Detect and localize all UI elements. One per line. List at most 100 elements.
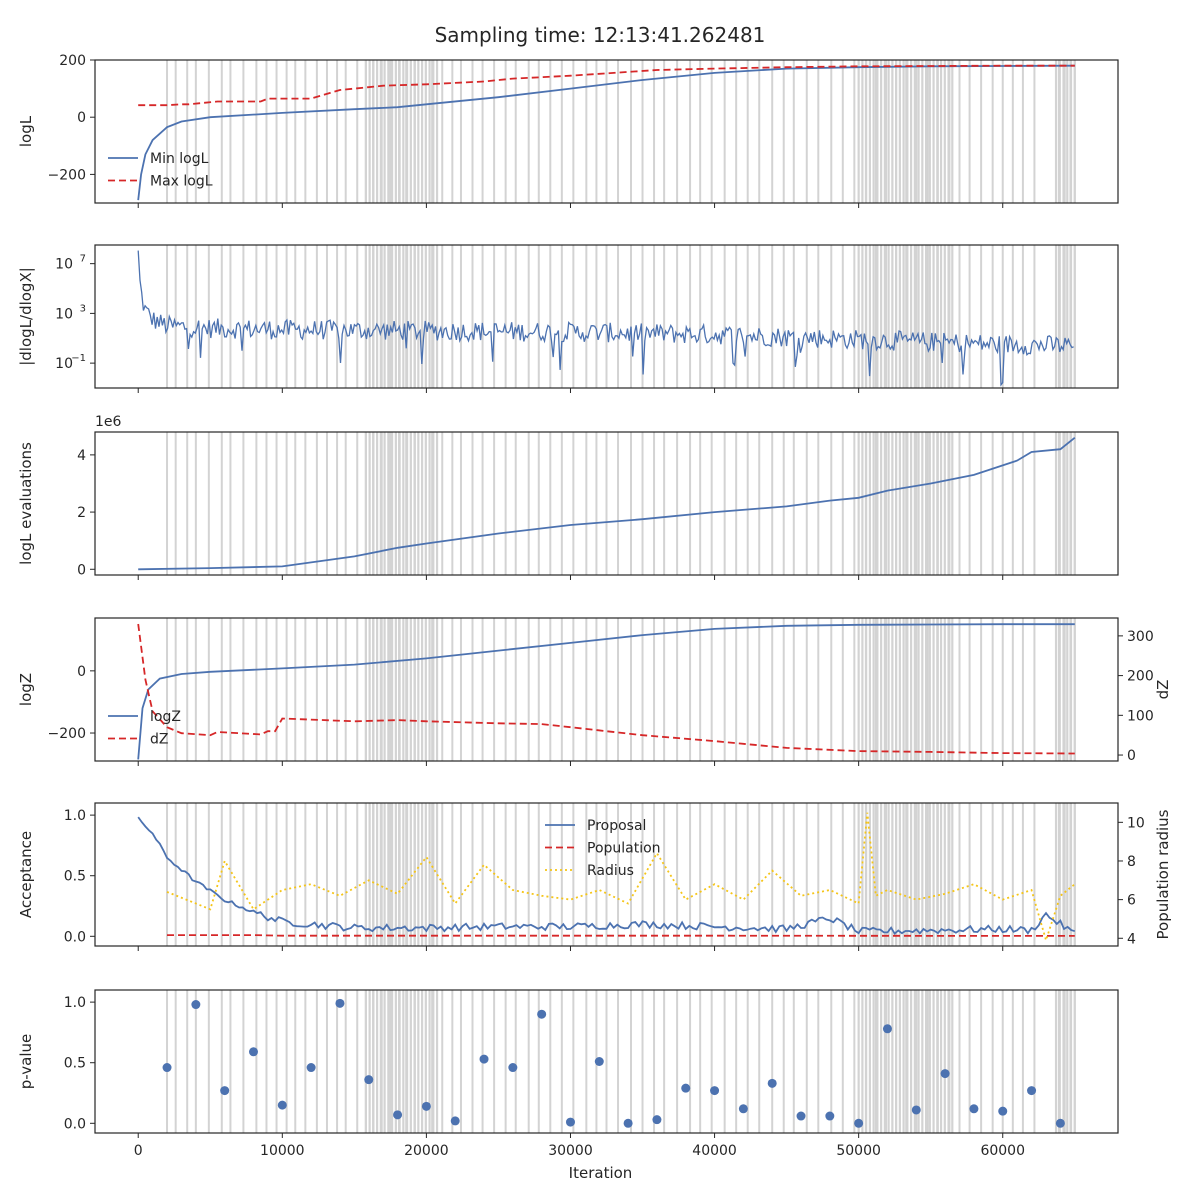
- y-axis-label: |dlogL/dlogX|: [17, 267, 35, 366]
- y-right-tick-label: 300: [1127, 629, 1154, 645]
- scatter-point: [940, 1069, 950, 1079]
- y-tick-exponent: 3: [80, 303, 86, 314]
- plot-area: [137, 60, 1076, 203]
- y-tick-label: 0.0: [64, 1116, 86, 1132]
- y-tick-label: −200: [48, 726, 86, 742]
- figure-title: Sampling time: 12:13:41.262481: [435, 23, 766, 47]
- scatter-point: [450, 1116, 460, 1126]
- scatter-point: [364, 1075, 374, 1085]
- y-right-tick-label: 10: [1127, 815, 1145, 831]
- scatter-point: [479, 1054, 489, 1064]
- y-axis-label-right: Population radius: [1154, 809, 1172, 939]
- legend-label: Population: [587, 841, 661, 857]
- scatter-point: [393, 1110, 403, 1120]
- y-axis-label: logL: [17, 115, 35, 147]
- series-line-min-logl: [137, 64, 1075, 201]
- scatter-point: [220, 1086, 230, 1096]
- scatter-point: [767, 1078, 777, 1088]
- panel-3: 4 2 0 logL evaluations 1e6: [17, 414, 1119, 580]
- y-tick-label: 1.0: [64, 995, 86, 1011]
- scatter-point: [796, 1111, 806, 1121]
- y-tick-label: 10: [55, 257, 73, 273]
- scatter-point: [191, 1000, 201, 1010]
- scatter-point: [162, 1063, 172, 1073]
- y-tick-label: 2: [77, 505, 86, 521]
- y-right-tick-label: 4: [1127, 931, 1136, 947]
- y-axis-label: Acceptance: [17, 831, 35, 918]
- scatter-point: [1027, 1086, 1037, 1096]
- plot-frame: [94, 802, 1119, 947]
- scatter-point: [306, 1063, 316, 1073]
- scatter-point: [537, 1009, 547, 1019]
- plot-area: [137, 803, 1076, 946]
- scatter-point: [710, 1086, 720, 1096]
- panel-4: 0 −200 300 200 100 0 logZ dZ logZ dZ: [17, 617, 1172, 766]
- scatter-point: [825, 1111, 835, 1121]
- panel-2: 10 710 310−1|dlogL/dlogX|: [17, 244, 1119, 393]
- y-tick-label: 200: [59, 53, 86, 69]
- scatter-point: [1055, 1118, 1065, 1128]
- y-right-tick-label: 0: [1127, 748, 1136, 764]
- y-tick-label: 0.0: [64, 929, 86, 945]
- x-tick-label: 20000: [404, 1143, 449, 1159]
- y-tick-label: 4: [77, 448, 86, 464]
- series-line-population: [167, 934, 1075, 937]
- plot-frame: [94, 617, 1119, 762]
- x-tick-label: 50000: [836, 1143, 881, 1159]
- y-tick-exponent: −1: [71, 353, 86, 364]
- plot-area: [137, 245, 1076, 388]
- series-line-radius: [166, 812, 1076, 944]
- panel-5: 1.0 0.5 0.0 10 8 6 4 Acceptance Population radiu…: [17, 802, 1172, 951]
- series-line-proposal: [137, 816, 1076, 935]
- y-tick-label: 0.5: [64, 869, 86, 885]
- plot-frame: [94, 244, 1119, 389]
- scatter-point: [854, 1118, 864, 1128]
- y-tick-exponent: 7: [80, 254, 86, 265]
- scatter-point: [911, 1105, 921, 1115]
- scatter-point: [508, 1063, 518, 1073]
- y-tick-label: 0: [77, 110, 86, 126]
- series-line-max-logl: [138, 64, 1075, 107]
- y-axis-label-right: dZ: [1154, 680, 1172, 700]
- y-tick-label: 0.5: [64, 1056, 86, 1072]
- y-tick-label: 1.0: [64, 808, 86, 824]
- x-tick-label: 30000: [548, 1143, 593, 1159]
- series-line-dz: [137, 623, 1075, 755]
- y-right-tick-label: 8: [1127, 854, 1136, 870]
- scatter-point: [652, 1115, 662, 1125]
- scatter-point: [882, 1024, 892, 1034]
- scatter-point: [421, 1101, 431, 1111]
- y-right-tick-label: 6: [1127, 893, 1136, 909]
- plot-area: [137, 618, 1076, 761]
- x-tick-label: 60000: [980, 1143, 1025, 1159]
- x-tick-label: 10000: [260, 1143, 305, 1159]
- plot-area: [138, 432, 1076, 575]
- plot-area: [162, 990, 1076, 1133]
- y-tick-label: 10: [55, 356, 73, 372]
- y-right-tick-label: 200: [1127, 669, 1154, 685]
- y-tick-label: 0: [77, 562, 86, 578]
- plot-frame: [94, 59, 1119, 204]
- y-axis-label: logZ: [17, 673, 35, 706]
- legend-label: Proposal: [587, 818, 646, 834]
- scatter-point: [681, 1083, 691, 1093]
- x-tick-label: 40000: [692, 1143, 737, 1159]
- panel-6: 1.0 0.5 0.0 0 10000 20000 30000 40000 50000 60000…: [17, 989, 1119, 1182]
- x-axis-label: Iteration: [569, 1164, 633, 1182]
- legend-label: dZ: [150, 732, 168, 748]
- legend-label: Radius: [587, 863, 634, 879]
- plot-frame: [94, 431, 1119, 576]
- series-line-p2: [137, 250, 1074, 387]
- scatter-point: [248, 1047, 258, 1057]
- legend-label: logZ: [150, 709, 181, 725]
- legend-label: Max logL: [150, 174, 213, 190]
- scatter-point: [277, 1100, 287, 1110]
- y-axis-label: logL evaluations: [17, 442, 35, 565]
- scatter-point: [335, 998, 345, 1008]
- y-tick-label: −200: [48, 167, 86, 183]
- y-right-tick-label: 100: [1127, 708, 1154, 724]
- y-tick-label: 0: [77, 664, 86, 680]
- scatter-point: [969, 1104, 979, 1114]
